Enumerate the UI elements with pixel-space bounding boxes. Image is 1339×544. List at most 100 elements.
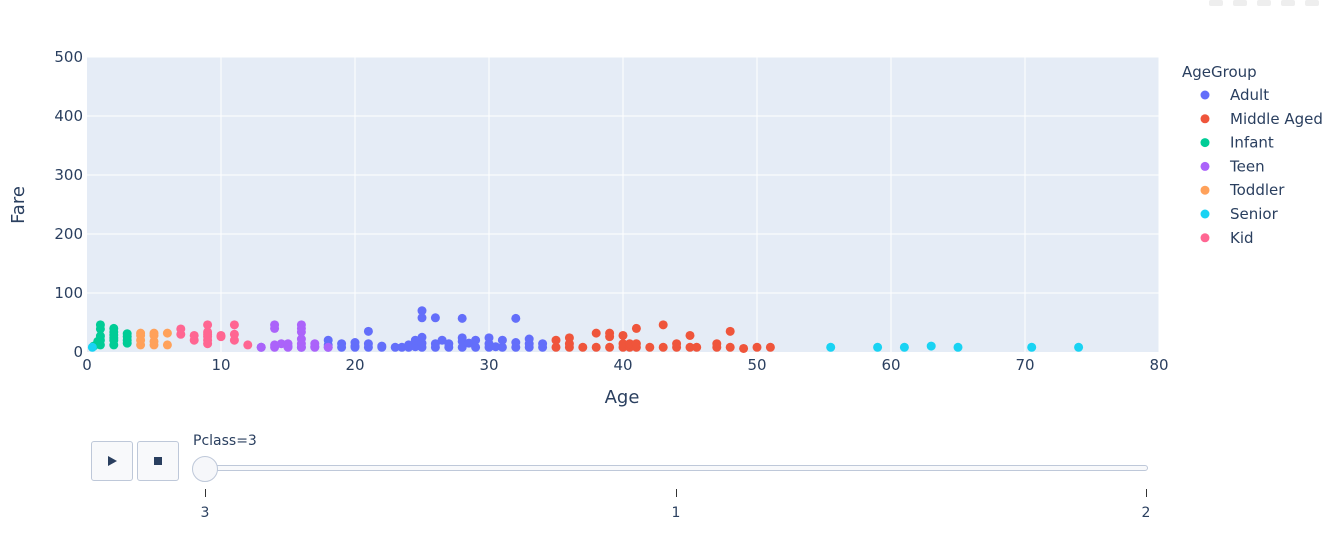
data-point[interactable] bbox=[176, 324, 186, 334]
data-point[interactable] bbox=[752, 342, 762, 352]
data-point[interactable] bbox=[162, 340, 172, 350]
data-point[interactable] bbox=[229, 320, 239, 330]
data-point[interactable] bbox=[243, 340, 253, 350]
data-point[interactable] bbox=[229, 329, 239, 339]
data-point[interactable] bbox=[471, 342, 481, 352]
data-point[interactable] bbox=[337, 339, 347, 349]
data-point[interactable] bbox=[591, 342, 601, 352]
legend-item[interactable]: Infant bbox=[1200, 134, 1274, 152]
data-point[interactable] bbox=[658, 342, 668, 352]
camera-icon[interactable] bbox=[1209, 0, 1223, 6]
data-point[interactable] bbox=[430, 339, 440, 349]
data-point[interactable] bbox=[491, 342, 501, 352]
data-point[interactable] bbox=[203, 320, 213, 330]
data-point[interactable] bbox=[953, 342, 963, 352]
data-point[interactable] bbox=[417, 313, 427, 323]
legend-item[interactable]: Toddler bbox=[1200, 181, 1286, 199]
data-point[interactable] bbox=[658, 320, 668, 330]
data-point[interactable] bbox=[410, 335, 420, 345]
data-point[interactable] bbox=[765, 342, 775, 352]
data-point[interactable] bbox=[390, 342, 400, 352]
data-point[interactable] bbox=[672, 339, 682, 349]
data-point[interactable] bbox=[136, 328, 146, 338]
slider-tick-label[interactable]: 2 bbox=[1141, 505, 1151, 521]
data-point[interactable] bbox=[692, 342, 702, 352]
slider-tick-label[interactable]: 1 bbox=[671, 505, 681, 521]
data-point[interactable] bbox=[430, 313, 440, 323]
data-point[interactable] bbox=[471, 335, 481, 345]
data-point[interactable] bbox=[457, 313, 467, 323]
data-point[interactable] bbox=[511, 338, 521, 348]
data-point[interactable] bbox=[551, 335, 561, 345]
play-button[interactable] bbox=[91, 441, 133, 481]
data-point[interactable] bbox=[739, 343, 749, 353]
data-point[interactable] bbox=[625, 339, 635, 349]
home-icon[interactable] bbox=[1305, 0, 1319, 6]
data-point[interactable] bbox=[725, 342, 735, 352]
data-point[interactable] bbox=[363, 326, 373, 336]
data-point[interactable] bbox=[162, 328, 172, 338]
data-point[interactable] bbox=[605, 328, 615, 338]
legend-item[interactable]: Teen bbox=[1200, 157, 1265, 175]
data-point[interactable] bbox=[631, 339, 641, 349]
data-point[interactable] bbox=[87, 342, 97, 352]
slider-handle[interactable] bbox=[192, 456, 218, 482]
data-point[interactable] bbox=[464, 338, 474, 348]
data-point[interactable] bbox=[457, 333, 467, 343]
data-point[interactable] bbox=[296, 320, 306, 330]
legend-item[interactable]: Middle Aged bbox=[1200, 110, 1323, 128]
data-point[interactable] bbox=[410, 342, 420, 352]
data-point[interactable] bbox=[256, 342, 266, 352]
data-point[interactable] bbox=[149, 328, 159, 338]
data-point[interactable] bbox=[323, 342, 333, 352]
data-point[interactable] bbox=[417, 306, 427, 316]
data-point[interactable] bbox=[618, 330, 628, 340]
pan-icon[interactable] bbox=[1257, 0, 1271, 6]
data-point[interactable] bbox=[538, 339, 548, 349]
data-point[interactable] bbox=[712, 339, 722, 349]
data-point[interactable] bbox=[497, 335, 507, 345]
data-point[interactable] bbox=[591, 328, 601, 338]
data-point[interactable] bbox=[1027, 342, 1037, 352]
data-point[interactable] bbox=[1074, 342, 1084, 352]
slider-rail[interactable] bbox=[205, 465, 1148, 471]
data-point[interactable] bbox=[363, 339, 373, 349]
data-point[interactable] bbox=[203, 327, 213, 337]
data-point[interactable] bbox=[685, 330, 695, 340]
data-point[interactable] bbox=[826, 342, 836, 352]
data-point[interactable] bbox=[276, 339, 286, 349]
data-point[interactable] bbox=[605, 342, 615, 352]
data-point[interactable] bbox=[296, 334, 306, 344]
data-point[interactable] bbox=[270, 320, 280, 330]
data-point[interactable] bbox=[95, 331, 105, 341]
data-point[interactable] bbox=[618, 339, 628, 349]
data-point[interactable] bbox=[645, 342, 655, 352]
legend-item[interactable]: Adult bbox=[1200, 86, 1270, 104]
data-point[interactable] bbox=[437, 335, 447, 345]
data-point[interactable] bbox=[350, 338, 360, 348]
slider-tick-label[interactable]: 3 bbox=[200, 505, 210, 521]
data-point[interactable] bbox=[323, 335, 333, 345]
data-point[interactable] bbox=[685, 342, 695, 352]
data-point[interactable] bbox=[926, 341, 936, 351]
data-point[interactable] bbox=[216, 330, 226, 340]
data-point[interactable] bbox=[551, 342, 561, 352]
zoom-icon[interactable] bbox=[1233, 0, 1247, 6]
data-point[interactable] bbox=[417, 332, 427, 342]
data-point[interactable] bbox=[564, 333, 574, 343]
data-point[interactable] bbox=[484, 333, 494, 343]
data-point[interactable] bbox=[95, 320, 105, 330]
legend-item[interactable]: Kid bbox=[1200, 229, 1254, 247]
autoscale-icon[interactable] bbox=[1281, 0, 1295, 6]
data-point[interactable] bbox=[109, 323, 119, 333]
data-point[interactable] bbox=[377, 341, 387, 351]
data-point[interactable] bbox=[578, 342, 588, 352]
data-point[interactable] bbox=[270, 340, 280, 350]
data-point[interactable] bbox=[283, 339, 293, 349]
data-point[interactable] bbox=[310, 339, 320, 349]
stop-button[interactable] bbox=[137, 441, 179, 481]
data-point[interactable] bbox=[189, 330, 199, 340]
data-point[interactable] bbox=[524, 334, 534, 344]
data-point[interactable] bbox=[122, 329, 132, 339]
data-point[interactable] bbox=[631, 323, 641, 333]
